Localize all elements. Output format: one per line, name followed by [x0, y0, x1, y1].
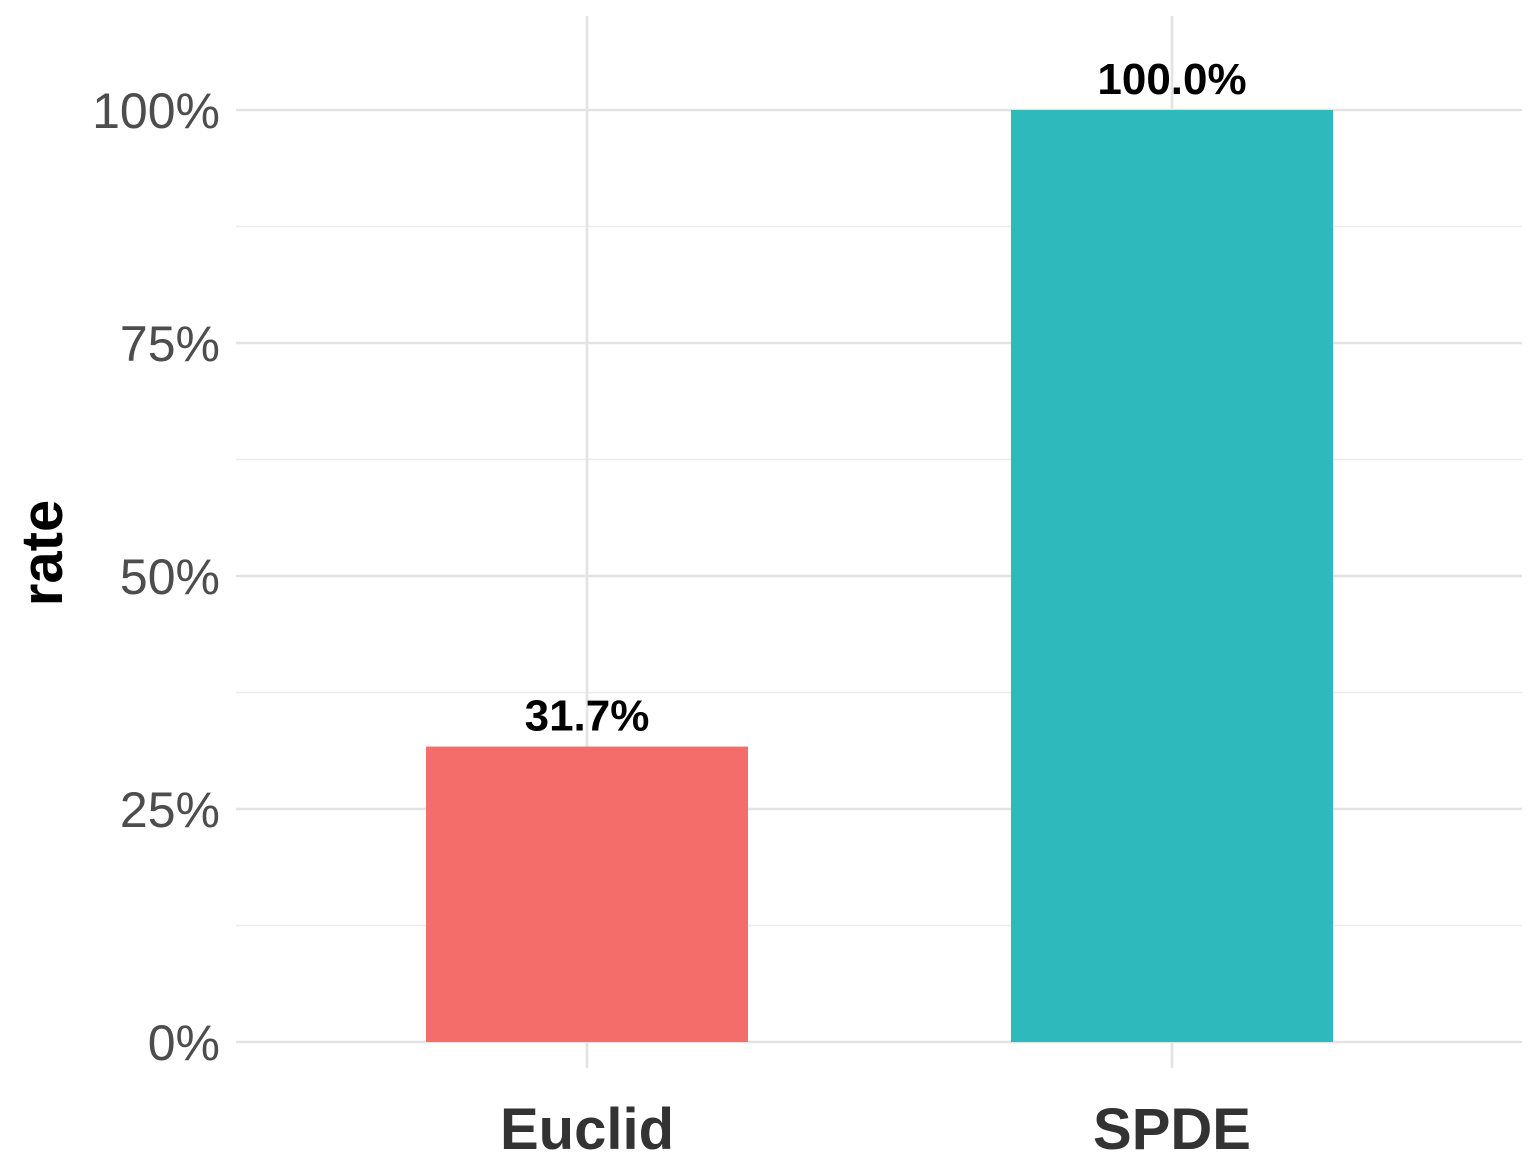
- x-tick-label: SPDE: [1093, 1097, 1251, 1162]
- y-tick-label: 100%: [92, 83, 220, 139]
- data-labels-group: 31.7% 100.0%: [525, 55, 1247, 741]
- data-label-euclid: 31.7%: [525, 692, 650, 741]
- y-axis-title: rate: [10, 500, 75, 606]
- y-tick-label: 50%: [120, 549, 220, 605]
- bar-euclid: [426, 746, 748, 1042]
- y-tick-label: 25%: [120, 782, 220, 838]
- bars-group: [426, 110, 1333, 1042]
- bar-spde: [1011, 110, 1333, 1042]
- y-tick-label: 0%: [148, 1015, 220, 1071]
- x-tick-label: Euclid: [500, 1097, 674, 1162]
- y-tick-label: 75%: [120, 316, 220, 372]
- x-axis-ticks: Euclid SPDE: [500, 1097, 1251, 1162]
- y-axis-ticks: 0% 25% 50% 75% 100%: [92, 83, 220, 1071]
- data-label-spde: 100.0%: [1097, 55, 1246, 104]
